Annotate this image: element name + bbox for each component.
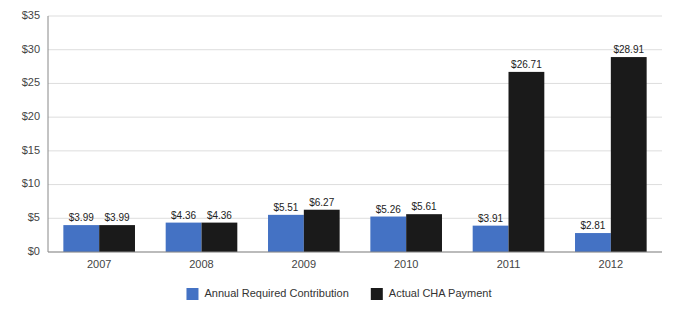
data-label: $4.36 — [207, 210, 232, 221]
y-tick-label: $20 — [22, 110, 40, 122]
bars — [63, 57, 646, 252]
grid-line — [48, 184, 662, 185]
bar — [406, 214, 442, 252]
grid-line — [48, 252, 662, 253]
x-tick-label: 2007 — [87, 258, 111, 270]
bar — [509, 72, 545, 252]
data-label: $5.51 — [273, 202, 298, 213]
x-tick-label: 2009 — [292, 258, 316, 270]
data-label: $2.81 — [580, 220, 605, 231]
bar — [304, 210, 340, 252]
legend-label: Annual Required Contribution — [204, 287, 348, 299]
y-axis-line — [48, 16, 49, 252]
grid-line — [48, 117, 662, 118]
y-tick-label: $30 — [22, 43, 40, 55]
y-tick-label: $35 — [22, 9, 40, 21]
data-label: $26.71 — [511, 59, 542, 70]
bar — [166, 223, 202, 252]
grid-line — [48, 49, 662, 50]
data-label: $4.36 — [171, 210, 196, 221]
grid-line — [48, 150, 662, 151]
y-tick-label: $25 — [22, 76, 40, 88]
legend-swatch — [371, 288, 383, 300]
bar — [575, 233, 611, 252]
legend: Annual Required Contribution Actual CHA P… — [186, 287, 491, 300]
bar — [63, 225, 99, 252]
y-tick-label: $10 — [22, 177, 40, 189]
data-label: $5.26 — [376, 204, 401, 215]
grid-line — [48, 83, 662, 84]
legend-label: Actual CHA Payment — [389, 287, 492, 299]
bar — [370, 217, 406, 252]
y-tick-label: $5 — [28, 211, 40, 223]
data-label: $3.99 — [69, 212, 94, 223]
bar — [202, 223, 238, 252]
data-label: $6.27 — [309, 197, 334, 208]
bar — [268, 215, 304, 252]
y-tick-label: $0 — [28, 245, 40, 257]
chart: $0 $5 $10 $15 $20 $25 $30 $35 2007 2008 2009 2010 20… — [0, 0, 678, 314]
grid-line — [48, 16, 662, 17]
data-label: $3.99 — [105, 212, 130, 223]
x-tick-label: 2008 — [189, 258, 213, 270]
bar — [99, 225, 135, 252]
grid-line — [48, 218, 662, 219]
chart-container: $0 $5 $10 $15 $20 $25 $30 $35 2007 2008 2009 2010 20… — [0, 0, 678, 314]
data-label: $3.91 — [478, 213, 503, 224]
x-axis-line — [48, 252, 662, 253]
legend-swatch — [186, 288, 198, 300]
x-tick-label: 2011 — [497, 258, 521, 270]
grid — [48, 16, 662, 252]
x-tick-label: 2012 — [599, 258, 623, 270]
y-tick-label: $15 — [22, 144, 40, 156]
data-label: $28.91 — [613, 44, 644, 55]
bar — [473, 226, 509, 252]
bar — [611, 57, 647, 252]
x-tick-label: 2010 — [394, 258, 418, 270]
data-label: $5.61 — [412, 201, 437, 212]
